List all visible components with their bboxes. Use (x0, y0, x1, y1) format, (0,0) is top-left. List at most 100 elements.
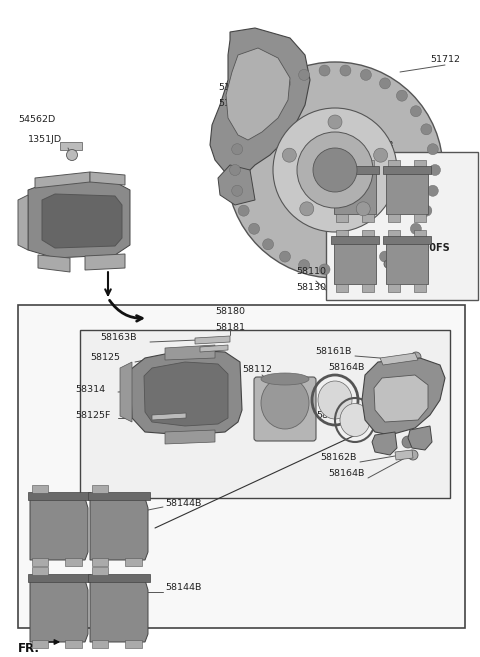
Circle shape (328, 115, 342, 129)
Circle shape (249, 106, 260, 117)
Text: 51755: 51755 (218, 99, 248, 108)
Polygon shape (42, 194, 122, 248)
Text: 58113: 58113 (256, 388, 286, 397)
Text: 1140FZ: 1140FZ (287, 158, 323, 168)
Polygon shape (28, 492, 90, 500)
Polygon shape (90, 172, 125, 185)
Circle shape (67, 150, 77, 160)
Text: 58144B: 58144B (165, 499, 202, 507)
Text: 58144B: 58144B (165, 583, 202, 593)
Circle shape (196, 348, 204, 356)
Polygon shape (362, 230, 374, 237)
Circle shape (148, 413, 156, 421)
Polygon shape (85, 254, 125, 270)
Circle shape (360, 260, 372, 271)
Polygon shape (92, 640, 108, 648)
Text: FR.: FR. (18, 641, 40, 654)
Polygon shape (90, 498, 148, 560)
Bar (326, 152, 478, 300)
Polygon shape (336, 230, 348, 237)
Text: 51712: 51712 (430, 55, 460, 64)
Polygon shape (372, 432, 397, 455)
Text: 58112: 58112 (242, 365, 272, 374)
Polygon shape (210, 28, 310, 178)
Polygon shape (383, 236, 431, 244)
Circle shape (340, 65, 351, 76)
Circle shape (300, 202, 314, 216)
Text: 1351JD: 1351JD (28, 135, 62, 145)
Circle shape (232, 144, 243, 154)
Polygon shape (414, 284, 426, 292)
Circle shape (427, 185, 438, 196)
Circle shape (279, 251, 290, 262)
Circle shape (427, 144, 438, 154)
Circle shape (276, 175, 284, 181)
Circle shape (402, 436, 414, 448)
Polygon shape (165, 345, 215, 360)
Ellipse shape (261, 373, 309, 385)
Polygon shape (92, 558, 108, 566)
Polygon shape (88, 492, 150, 500)
Circle shape (282, 148, 296, 162)
Polygon shape (380, 353, 418, 365)
Circle shape (421, 205, 432, 216)
Circle shape (380, 251, 391, 262)
Circle shape (396, 238, 408, 250)
Polygon shape (395, 450, 413, 460)
Bar (60, 142, 82, 150)
Circle shape (396, 90, 408, 101)
Polygon shape (30, 498, 88, 560)
Polygon shape (92, 567, 108, 575)
Circle shape (279, 78, 290, 89)
Polygon shape (35, 172, 90, 188)
Ellipse shape (318, 381, 352, 419)
Polygon shape (32, 640, 48, 648)
Text: 58180: 58180 (215, 307, 245, 317)
Text: 54562D: 54562D (18, 116, 55, 124)
Circle shape (384, 260, 392, 268)
Circle shape (408, 450, 418, 460)
Polygon shape (200, 345, 228, 352)
Polygon shape (130, 350, 242, 435)
Circle shape (163, 383, 173, 393)
Text: 58110: 58110 (296, 267, 326, 277)
Polygon shape (38, 255, 70, 272)
Circle shape (249, 223, 260, 235)
Ellipse shape (340, 403, 370, 436)
Text: 58101B: 58101B (357, 141, 393, 150)
Polygon shape (32, 567, 48, 575)
Circle shape (356, 202, 370, 216)
Text: 58162B: 58162B (320, 453, 356, 463)
Text: 58161B: 58161B (315, 348, 351, 357)
Polygon shape (408, 426, 432, 450)
Polygon shape (92, 485, 108, 493)
Polygon shape (18, 195, 28, 250)
Circle shape (313, 148, 357, 192)
Circle shape (297, 132, 373, 208)
Circle shape (360, 70, 372, 80)
Polygon shape (362, 214, 374, 222)
Polygon shape (388, 284, 400, 292)
Text: 58130: 58130 (296, 284, 326, 292)
Polygon shape (125, 640, 142, 648)
Text: 58164B: 58164B (328, 363, 364, 373)
Polygon shape (90, 580, 148, 642)
Circle shape (273, 108, 397, 232)
Circle shape (373, 148, 388, 162)
Circle shape (299, 260, 310, 271)
Polygon shape (65, 558, 82, 566)
Polygon shape (218, 165, 255, 205)
Polygon shape (336, 160, 348, 167)
Polygon shape (414, 160, 426, 167)
Polygon shape (28, 180, 130, 258)
Polygon shape (414, 230, 426, 237)
Polygon shape (386, 172, 428, 214)
Polygon shape (28, 574, 90, 582)
Circle shape (299, 70, 310, 80)
Circle shape (229, 164, 240, 175)
Circle shape (319, 264, 330, 275)
Text: 58114A: 58114A (316, 411, 352, 420)
Circle shape (430, 164, 441, 175)
Polygon shape (383, 166, 431, 174)
Polygon shape (30, 580, 88, 642)
